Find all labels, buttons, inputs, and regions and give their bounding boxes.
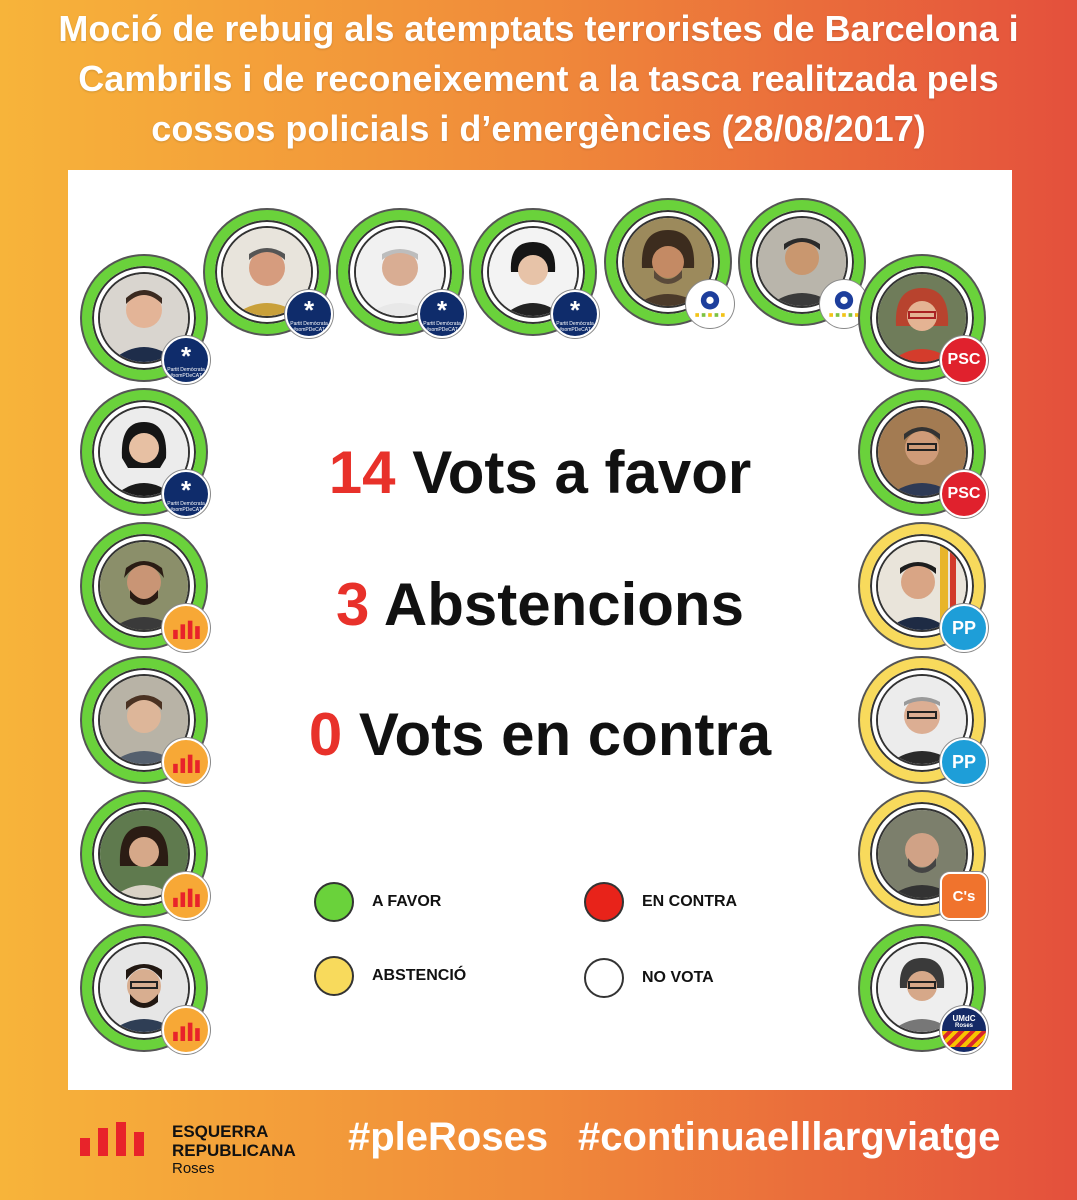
legend-contra: EN CONTRA [584, 880, 737, 924]
councillor-cup-2 [740, 200, 868, 328]
councillor-cup-1 [606, 200, 734, 328]
councillor-psc-2: PSC [860, 390, 988, 518]
erc-town: Roses [172, 1160, 215, 1177]
erc-logo [162, 1006, 210, 1054]
erc-bars-icon [80, 1122, 144, 1156]
pdecat-logo: * Partit Demòcrata #somPDeCAT [162, 470, 210, 518]
psc-logo: PSC [940, 336, 988, 384]
stat-favor: 14 Vots a favor [328, 439, 752, 506]
stat-contra: 0 Vots en contra [308, 701, 772, 768]
stat-abstencions: 3 Abstencions [336, 571, 744, 638]
councillor-erc-1 [82, 524, 210, 652]
legend-abstencio: ABSTENCIÓ [314, 954, 466, 998]
pdecat-logo: * Partit Demòcrata #somPDeCAT [551, 290, 599, 338]
umdc-logo: UMdC Roses [940, 1006, 988, 1054]
white-dot-icon [584, 958, 624, 998]
pdecat-logo: * Partit Demòcrata #somPDeCAT [162, 336, 210, 384]
psc-logo: PSC [940, 470, 988, 518]
legend-no-vota: NO VOTA [584, 956, 714, 1000]
councillor-pdecat-3: * Partit Demòcrata #somPDeCAT [205, 210, 333, 338]
councillor-pp-1: PP [860, 524, 988, 652]
portrait-photo [100, 542, 188, 630]
pp-logo: PP [940, 604, 988, 652]
hashtag-continua: #continuaelllargviatge [578, 1115, 1001, 1159]
portrait-photo [100, 676, 188, 764]
pdecat-logo: * Partit Demòcrata #somPDeCAT [285, 290, 333, 338]
cup-logo [686, 280, 734, 328]
red-dot-icon [584, 882, 624, 922]
pp-logo: PP [940, 738, 988, 786]
erc-party-name: ESQUERRA REPUBLICANA [172, 1122, 296, 1160]
portrait-photo [878, 944, 966, 1032]
portrait-photo [100, 274, 188, 362]
green-dot-icon [314, 882, 354, 922]
councillor-cs-1: C's [860, 792, 988, 920]
councillor-umdc-1: UMdC Roses [860, 926, 988, 1054]
councillor-erc-4 [82, 926, 210, 1054]
cs-logo: C's [940, 872, 988, 920]
councillor-pdecat-1: * Partit Demòcrata #somPDeCAT [82, 256, 210, 384]
pdecat-logo: * Partit Demòcrata #somPDeCAT [418, 290, 466, 338]
erc-logo [162, 872, 210, 920]
councillor-erc-2 [82, 658, 210, 786]
portrait-photo [100, 944, 188, 1032]
vote-panel: * Partit Demòcrata #somPDeCAT * Partit Demò… [68, 170, 1012, 1090]
councillor-pdecat-4: * Partit Demòcrata #somPDeCAT [338, 210, 466, 338]
erc-logo [162, 604, 210, 652]
hashtag-ple-roses: #pleRoses [348, 1115, 549, 1159]
page-title: Moció de rebuig als atemptats terroriste… [58, 8, 1019, 149]
legend-favor: A FAVOR [314, 880, 441, 924]
councillor-pdecat-5: * Partit Demòcrata #somPDeCAT [471, 210, 599, 338]
councillor-psc-1: PSC [860, 256, 988, 384]
yellow-dot-icon [314, 956, 354, 996]
erc-logo [162, 738, 210, 786]
councillor-pp-2: PP [860, 658, 988, 786]
councillor-pdecat-2: * Partit Demòcrata #somPDeCAT [82, 390, 210, 518]
councillor-erc-3 [82, 792, 210, 920]
